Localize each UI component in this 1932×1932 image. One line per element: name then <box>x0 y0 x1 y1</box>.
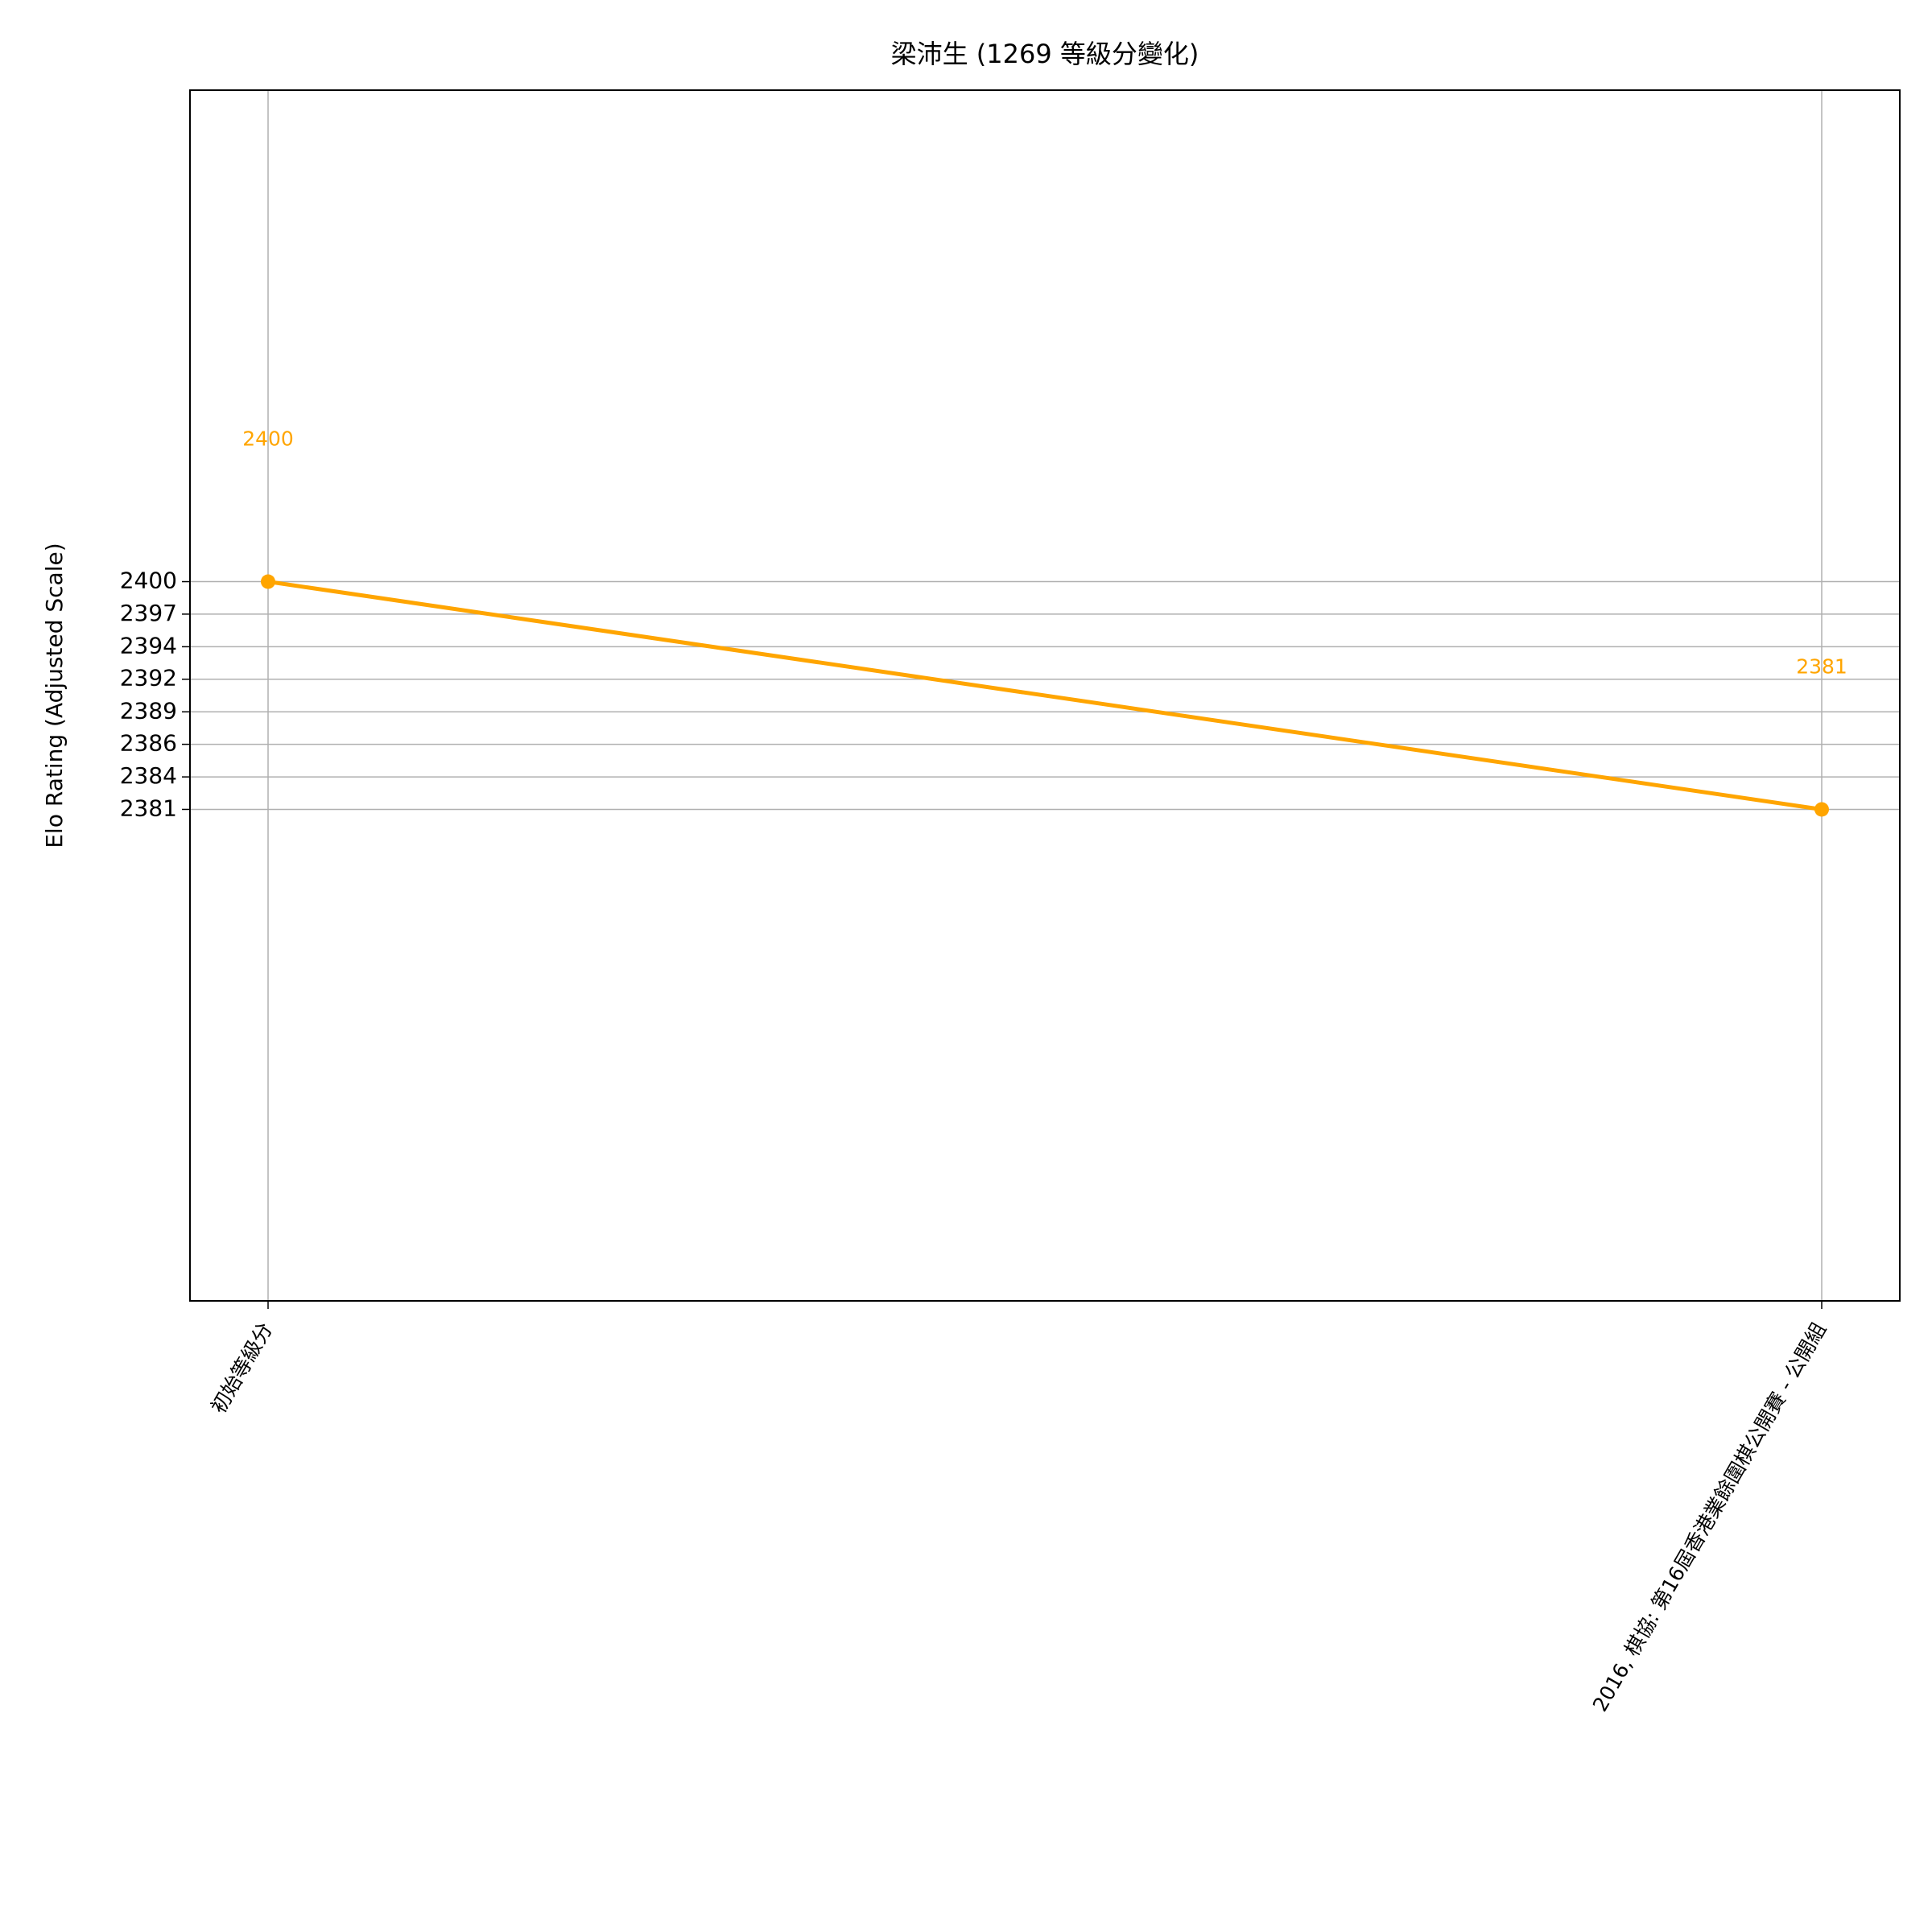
marker <box>261 574 275 589</box>
line <box>267 580 1823 811</box>
y-axis-label: Elo Rating (Adjusted Scale) <box>41 543 68 848</box>
y-tick-label: 2394 <box>120 632 177 658</box>
y-tick-label: 2384 <box>120 762 177 789</box>
marker <box>1814 802 1829 817</box>
plot-frame <box>189 89 1901 1302</box>
y-tick-label: 2386 <box>120 730 177 757</box>
y-tick-label: 2400 <box>120 568 177 594</box>
value-label: 2400 <box>242 427 294 451</box>
y-tick-label: 2381 <box>120 795 177 821</box>
y-tick-label: 2392 <box>120 665 177 691</box>
y-tick-label: 2389 <box>120 697 177 724</box>
y-tick-label: 2397 <box>120 600 177 626</box>
value-label: 2381 <box>1796 654 1847 678</box>
chart-title: 梁沛生 (1269 等級分變化) <box>891 39 1199 69</box>
